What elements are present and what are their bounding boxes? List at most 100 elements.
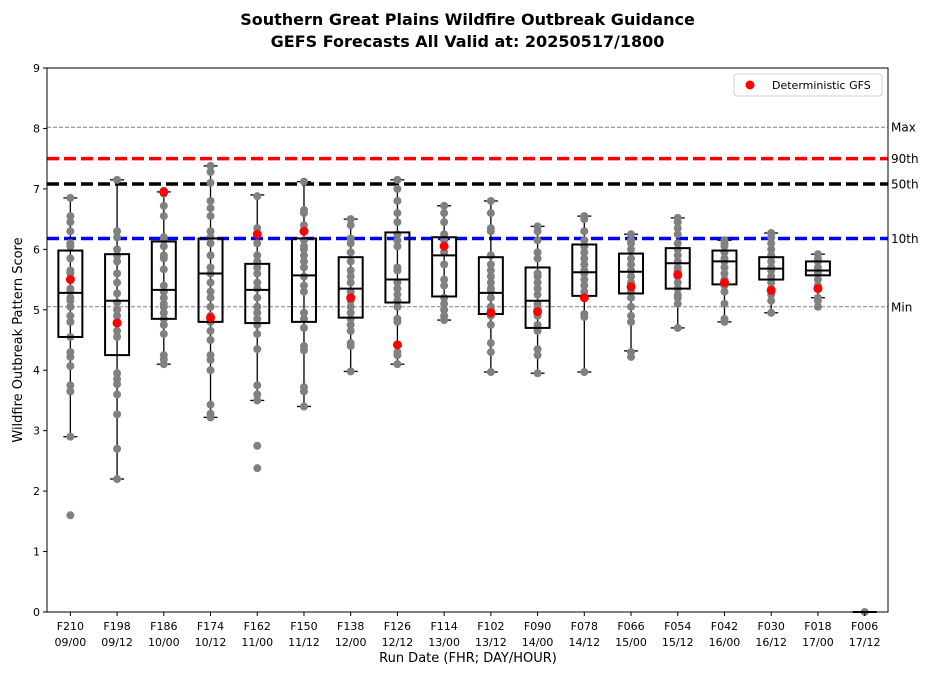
member-point — [253, 396, 262, 405]
member-point — [113, 390, 122, 399]
member-point — [253, 278, 262, 287]
deterministic-point — [206, 313, 216, 323]
legend-label: Deterministic GFS — [772, 79, 871, 92]
member-point — [580, 281, 589, 290]
box — [618, 252, 645, 295]
y-tick-label: 4 — [33, 364, 40, 377]
reference-labels: Max 90th 50th 10th Min — [891, 121, 919, 315]
chart-subtitle: GEFS Forecasts All Valid at: 20250517/18… — [270, 32, 665, 51]
ensemble-members — [66, 161, 869, 616]
member-point — [580, 310, 589, 319]
member-point — [486, 368, 495, 377]
y-tick-label: 3 — [33, 425, 40, 438]
y-tick-label: 6 — [33, 243, 40, 256]
member-point — [393, 284, 402, 293]
member-point — [299, 272, 308, 281]
box — [337, 256, 364, 319]
y-tick-label: 2 — [33, 485, 40, 498]
x-tick-label-run: 14/12 — [568, 636, 600, 649]
member-point — [580, 236, 589, 245]
member-point — [299, 308, 308, 317]
member-point — [767, 296, 776, 305]
x-tick-label-run: 13/12 — [475, 636, 507, 649]
member-point — [159, 265, 168, 274]
deterministic-points — [65, 187, 823, 350]
member-point — [346, 257, 355, 266]
member-point — [486, 339, 495, 348]
member-point — [673, 213, 682, 222]
member-point — [393, 302, 402, 311]
member-point — [113, 444, 122, 453]
member-point — [533, 320, 542, 329]
member-point — [673, 251, 682, 260]
deterministic-point — [813, 284, 823, 294]
x-tick-label-fhr: F162 — [244, 620, 271, 633]
member-point — [346, 278, 355, 287]
member-point — [299, 402, 308, 411]
x-tick-label-fhr: F210 — [57, 620, 84, 633]
deterministic-point — [533, 307, 543, 317]
x-tick-label-fhr: F186 — [150, 620, 177, 633]
member-point — [206, 263, 215, 272]
member-point — [66, 361, 75, 370]
box — [104, 253, 131, 357]
x-tick-label-run: 17/00 — [802, 636, 834, 649]
member-point — [440, 209, 449, 218]
deterministic-point — [159, 187, 169, 197]
member-point — [113, 289, 122, 298]
member-point — [486, 266, 495, 275]
y-tick-label: 1 — [33, 546, 40, 559]
member-point — [346, 302, 355, 311]
member-point — [253, 381, 262, 390]
box — [664, 247, 691, 290]
member-point — [346, 234, 355, 243]
member-point — [253, 345, 262, 354]
member-point — [113, 369, 122, 378]
member-point — [66, 227, 75, 236]
member-point — [206, 227, 215, 236]
member-point — [393, 290, 402, 299]
reference-label-90th: 90th — [891, 152, 919, 166]
member-point — [253, 224, 262, 233]
member-point — [159, 233, 168, 242]
member-point — [393, 196, 402, 205]
member-point — [299, 287, 308, 296]
member-point — [66, 239, 75, 248]
member-point — [253, 192, 262, 201]
y-tick-label: 9 — [33, 62, 40, 75]
member-point — [159, 212, 168, 221]
member-point — [253, 302, 262, 311]
member-point — [159, 242, 168, 251]
box — [524, 266, 551, 329]
member-point — [767, 239, 776, 248]
member-point — [486, 302, 495, 311]
member-point — [720, 263, 729, 272]
member-point — [66, 293, 75, 302]
deterministic-point — [346, 293, 356, 303]
member-point — [720, 314, 729, 323]
member-point — [253, 239, 262, 248]
member-point — [533, 290, 542, 299]
member-point — [533, 278, 542, 287]
member-point — [393, 218, 402, 227]
member-point — [253, 251, 262, 260]
member-point — [627, 293, 636, 302]
x-tick-label-fhr: F006 — [851, 620, 878, 633]
member-point — [627, 254, 636, 263]
member-point — [580, 254, 589, 263]
member-point — [346, 248, 355, 257]
member-point — [206, 293, 215, 302]
member-point — [159, 201, 168, 210]
member-point — [486, 272, 495, 281]
box — [804, 260, 831, 277]
box-rects — [57, 231, 877, 613]
member-point — [346, 215, 355, 224]
reference-label-10th: 10th — [891, 232, 919, 246]
x-tick-label-run: 10/12 — [195, 636, 227, 649]
member-point — [673, 263, 682, 272]
member-point — [66, 387, 75, 396]
member-point — [486, 293, 495, 302]
member-point — [627, 245, 636, 254]
member-point — [299, 177, 308, 186]
